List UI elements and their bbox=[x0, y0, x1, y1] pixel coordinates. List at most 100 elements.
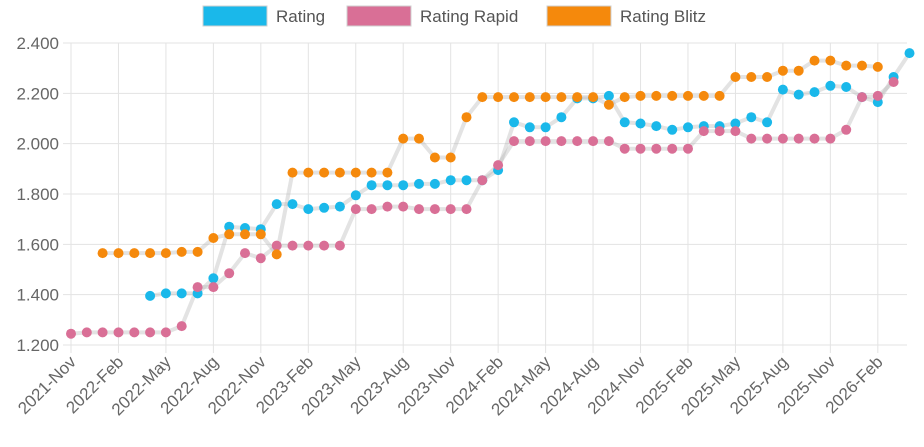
point-series-0[interactable] bbox=[398, 180, 409, 191]
point-series-2[interactable] bbox=[192, 246, 203, 257]
point-series-1[interactable] bbox=[762, 133, 773, 144]
point-series-1[interactable] bbox=[888, 77, 899, 87]
point-series-2[interactable] bbox=[524, 92, 535, 103]
point-series-0[interactable] bbox=[429, 178, 440, 189]
point-series-1[interactable] bbox=[572, 136, 583, 147]
point-series-2[interactable] bbox=[651, 90, 662, 101]
point-series-2[interactable] bbox=[334, 167, 345, 178]
point-series-1[interactable] bbox=[524, 136, 535, 147]
point-series-1[interactable] bbox=[113, 327, 124, 338]
point-series-1[interactable] bbox=[303, 240, 314, 251]
point-series-2[interactable] bbox=[603, 99, 614, 110]
point-series-0[interactable] bbox=[904, 48, 915, 59]
point-series-2[interactable] bbox=[762, 72, 773, 82]
point-series-1[interactable] bbox=[667, 143, 678, 154]
point-series-0[interactable] bbox=[145, 290, 156, 301]
point-series-0[interactable] bbox=[319, 202, 330, 213]
point-series-0[interactable] bbox=[303, 204, 314, 215]
point-series-2[interactable] bbox=[493, 92, 504, 103]
point-series-0[interactable] bbox=[382, 180, 393, 191]
point-series-1[interactable] bbox=[319, 240, 330, 251]
point-series-1[interactable] bbox=[603, 136, 614, 147]
point-series-1[interactable] bbox=[160, 327, 171, 338]
point-series-2[interactable] bbox=[841, 60, 852, 71]
point-series-2[interactable] bbox=[366, 167, 377, 178]
point-series-2[interactable] bbox=[350, 167, 361, 178]
point-series-0[interactable] bbox=[160, 288, 171, 299]
point-series-0[interactable] bbox=[809, 87, 820, 98]
point-series-1[interactable] bbox=[809, 133, 820, 144]
point-series-0[interactable] bbox=[619, 117, 630, 128]
point-series-1[interactable] bbox=[81, 327, 92, 338]
point-series-1[interactable] bbox=[730, 126, 741, 137]
point-series-2[interactable] bbox=[714, 90, 725, 101]
point-series-0[interactable] bbox=[793, 89, 804, 100]
legend-label[interactable]: Rating bbox=[276, 7, 325, 26]
point-series-2[interactable] bbox=[588, 92, 599, 103]
point-series-1[interactable] bbox=[66, 328, 76, 339]
point-series-1[interactable] bbox=[240, 248, 250, 259]
point-series-0[interactable] bbox=[777, 84, 788, 95]
point-series-1[interactable] bbox=[429, 204, 440, 215]
point-series-2[interactable] bbox=[287, 167, 298, 178]
point-series-2[interactable] bbox=[635, 90, 646, 101]
point-series-2[interactable] bbox=[176, 246, 187, 257]
point-series-0[interactable] bbox=[540, 122, 551, 133]
point-series-0[interactable] bbox=[334, 201, 345, 212]
point-series-0[interactable] bbox=[287, 199, 298, 210]
point-series-2[interactable] bbox=[619, 92, 630, 103]
point-series-0[interactable] bbox=[461, 175, 472, 186]
point-series-1[interactable] bbox=[366, 204, 377, 215]
point-series-2[interactable] bbox=[398, 133, 409, 144]
point-series-1[interactable] bbox=[619, 143, 630, 154]
point-series-2[interactable] bbox=[857, 60, 867, 71]
point-series-2[interactable] bbox=[793, 65, 804, 76]
point-series-1[interactable] bbox=[145, 327, 156, 338]
point-series-2[interactable] bbox=[540, 92, 551, 103]
point-series-0[interactable] bbox=[651, 121, 662, 132]
point-series-0[interactable] bbox=[762, 117, 773, 128]
point-series-0[interactable] bbox=[414, 178, 424, 189]
point-series-0[interactable] bbox=[176, 288, 187, 299]
legend-swatch[interactable] bbox=[546, 5, 612, 27]
point-series-1[interactable] bbox=[651, 143, 662, 154]
point-series-2[interactable] bbox=[698, 90, 709, 101]
point-series-2[interactable] bbox=[509, 92, 519, 103]
point-series-0[interactable] bbox=[841, 82, 852, 92]
point-series-2[interactable] bbox=[872, 61, 883, 72]
point-series-1[interactable] bbox=[746, 133, 757, 144]
point-series-2[interactable] bbox=[160, 248, 171, 259]
point-series-2[interactable] bbox=[113, 248, 124, 259]
point-series-1[interactable] bbox=[698, 126, 709, 137]
point-series-0[interactable] bbox=[635, 118, 646, 129]
point-series-1[interactable] bbox=[635, 143, 646, 154]
point-series-0[interactable] bbox=[271, 199, 282, 210]
point-series-2[interactable] bbox=[414, 133, 424, 144]
point-series-0[interactable] bbox=[224, 221, 235, 232]
legend-swatch[interactable] bbox=[202, 5, 268, 27]
point-series-1[interactable] bbox=[382, 201, 393, 212]
point-series-1[interactable] bbox=[208, 282, 219, 293]
point-series-2[interactable] bbox=[683, 90, 693, 101]
point-series-2[interactable] bbox=[382, 167, 393, 178]
point-series-2[interactable] bbox=[129, 248, 140, 259]
point-series-1[interactable] bbox=[588, 136, 599, 147]
point-series-0[interactable] bbox=[208, 273, 219, 284]
point-series-0[interactable] bbox=[667, 124, 678, 135]
point-series-1[interactable] bbox=[714, 126, 725, 137]
point-series-1[interactable] bbox=[176, 321, 187, 332]
point-series-2[interactable] bbox=[97, 248, 108, 259]
point-series-2[interactable] bbox=[240, 229, 250, 240]
legend-swatch[interactable] bbox=[346, 5, 412, 27]
point-series-1[interactable] bbox=[461, 204, 472, 215]
point-series-1[interactable] bbox=[271, 240, 282, 251]
point-series-2[interactable] bbox=[477, 92, 488, 103]
point-series-1[interactable] bbox=[129, 327, 140, 338]
point-series-1[interactable] bbox=[398, 201, 409, 212]
point-series-1[interactable] bbox=[445, 204, 456, 215]
point-series-0[interactable] bbox=[445, 175, 456, 186]
point-series-1[interactable] bbox=[841, 124, 852, 135]
point-series-2[interactable] bbox=[825, 55, 836, 66]
point-series-1[interactable] bbox=[414, 204, 424, 215]
point-series-1[interactable] bbox=[540, 136, 551, 147]
